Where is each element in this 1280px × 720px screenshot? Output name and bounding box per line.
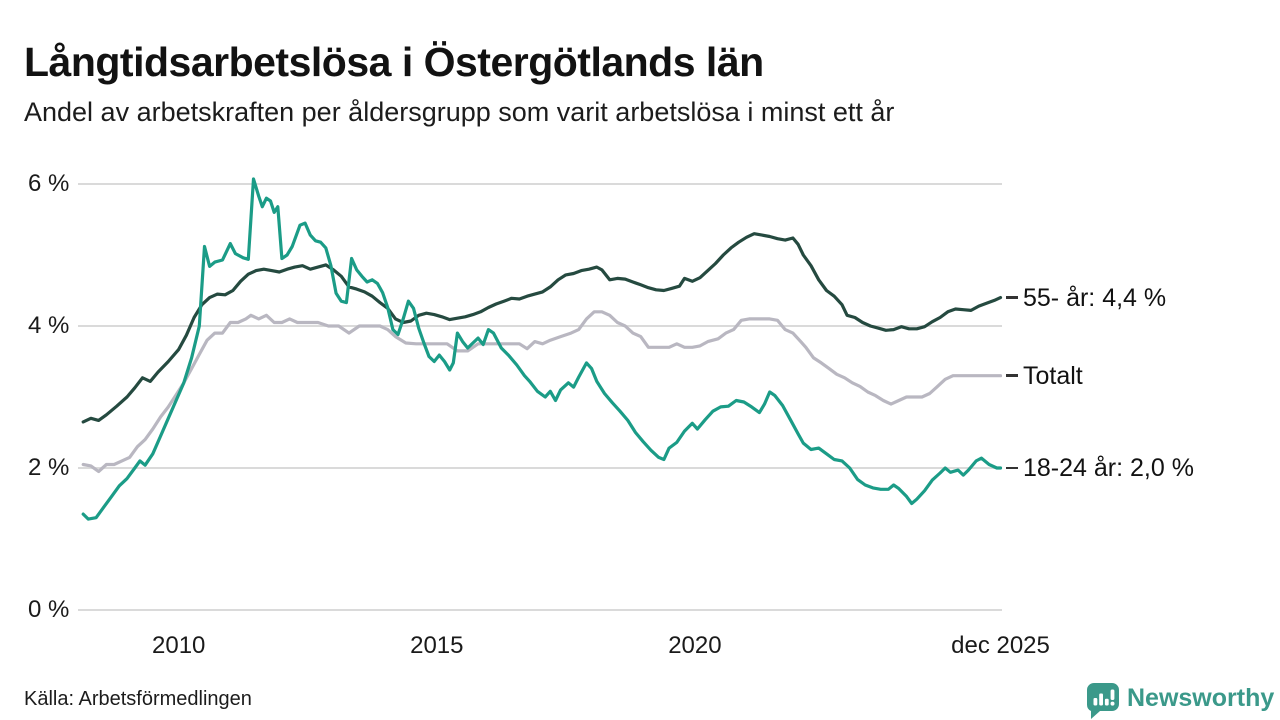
newsworthy-wordmark: Newsworthy [1127, 684, 1275, 712]
label-tick-dash [1006, 374, 1018, 377]
y-axis-tick-label: 6 % [28, 170, 70, 197]
page-title: Långtidsarbetslösa i Östergötlands län [24, 39, 764, 86]
series-line-Totalt [81, 310, 1003, 474]
x-axis-tick-label: 2020 [668, 632, 722, 659]
y-axis-tick-label: 2 % [28, 454, 70, 481]
x-axis-tick-label: 2015 [410, 632, 464, 659]
newsworthy-bubble-chart-icon [1087, 683, 1119, 719]
series-end-label-55-ar: 55- år: 4,4 % [1006, 283, 1166, 313]
series-end-label-text: Totalt [1023, 361, 1083, 390]
series-end-label-text: 55- år: 4,4 % [1023, 283, 1167, 312]
series-end-label-text: 18-24 år: 2,0 % [1023, 454, 1194, 482]
series-end-label-totalt: Totalt [1006, 361, 1083, 391]
newsworthy-logo: Newsworthy [1086, 682, 1274, 719]
x-axis-tick-label: dec 2025 [951, 632, 1050, 659]
series-line-18-24-r [81, 177, 1003, 521]
y-axis-tick-label: 0 % [28, 596, 70, 623]
source-note: Källa: Arbetsförmedlingen [24, 688, 252, 710]
x-axis-tick-label: 2010 [151, 632, 206, 659]
series-line-55--r [81, 232, 1003, 424]
y-axis-tick-label: 4 % [28, 312, 70, 339]
label-tick-dash [1006, 296, 1018, 299]
label-tick-dash [1006, 466, 1018, 470]
page-subtitle: Andel av arbetskraften per åldersgrupp s… [24, 97, 895, 127]
series-end-label-18-24-ar: 18-24 år: 2,0 % [1006, 453, 1194, 483]
